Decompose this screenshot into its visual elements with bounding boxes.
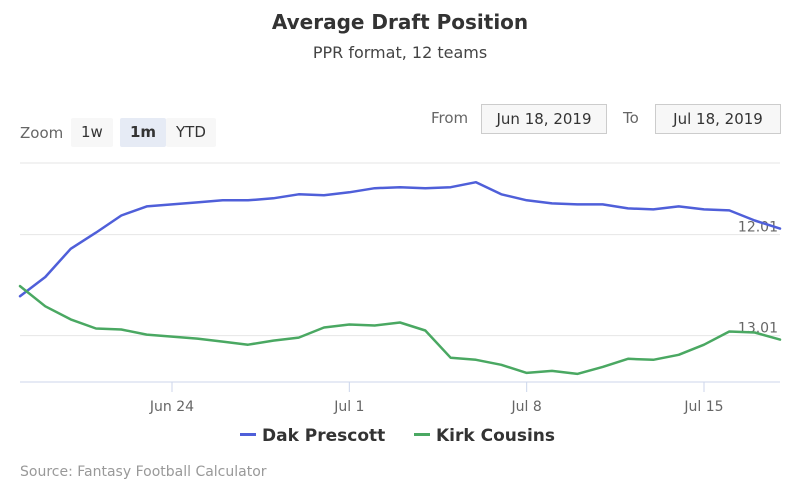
chart-subtitle: PPR format, 12 teams [312, 43, 488, 62]
zoom-label: Zoom [20, 124, 64, 142]
x-tick-label-1: Jul 1 [333, 399, 364, 415]
series-line-kirk-cousins [18, 284, 782, 376]
x-tick-label-2: Jul 8 [511, 399, 542, 415]
from-date-input[interactable]: Jun 18, 2019 [481, 104, 607, 134]
legend-swatch-dak [240, 432, 256, 436]
legend: Dak Prescott Kirk Cousins [0, 426, 800, 450]
zoom-button-ytd[interactable]: YTD [166, 118, 216, 147]
to-date-input[interactable]: Jul 18, 2019 [655, 104, 781, 134]
series-line-dak-prescott [18, 180, 782, 298]
legend-item-dak-prescott[interactable]: Dak Prescott [240, 426, 385, 446]
from-label: From [431, 109, 469, 127]
legend-label-dak: Dak Prescott [262, 426, 386, 446]
x-tick-label-3: Jul 15 [683, 399, 723, 415]
x-tick-label-0: Jun 24 [149, 399, 194, 415]
legend-label-kirk: Kirk Cousins [436, 426, 556, 446]
chart-title: Average Draft Position [271, 10, 529, 34]
legend-item-kirk-cousins[interactable]: Kirk Cousins [414, 426, 555, 446]
zoom-button-1w[interactable]: 1w [71, 118, 113, 147]
legend-swatch-kirk [414, 432, 430, 436]
to-label: To [623, 109, 639, 127]
credits: Source: Fantasy Football Calculator [20, 464, 267, 480]
zoom-button-1m[interactable]: 1m [120, 118, 167, 147]
